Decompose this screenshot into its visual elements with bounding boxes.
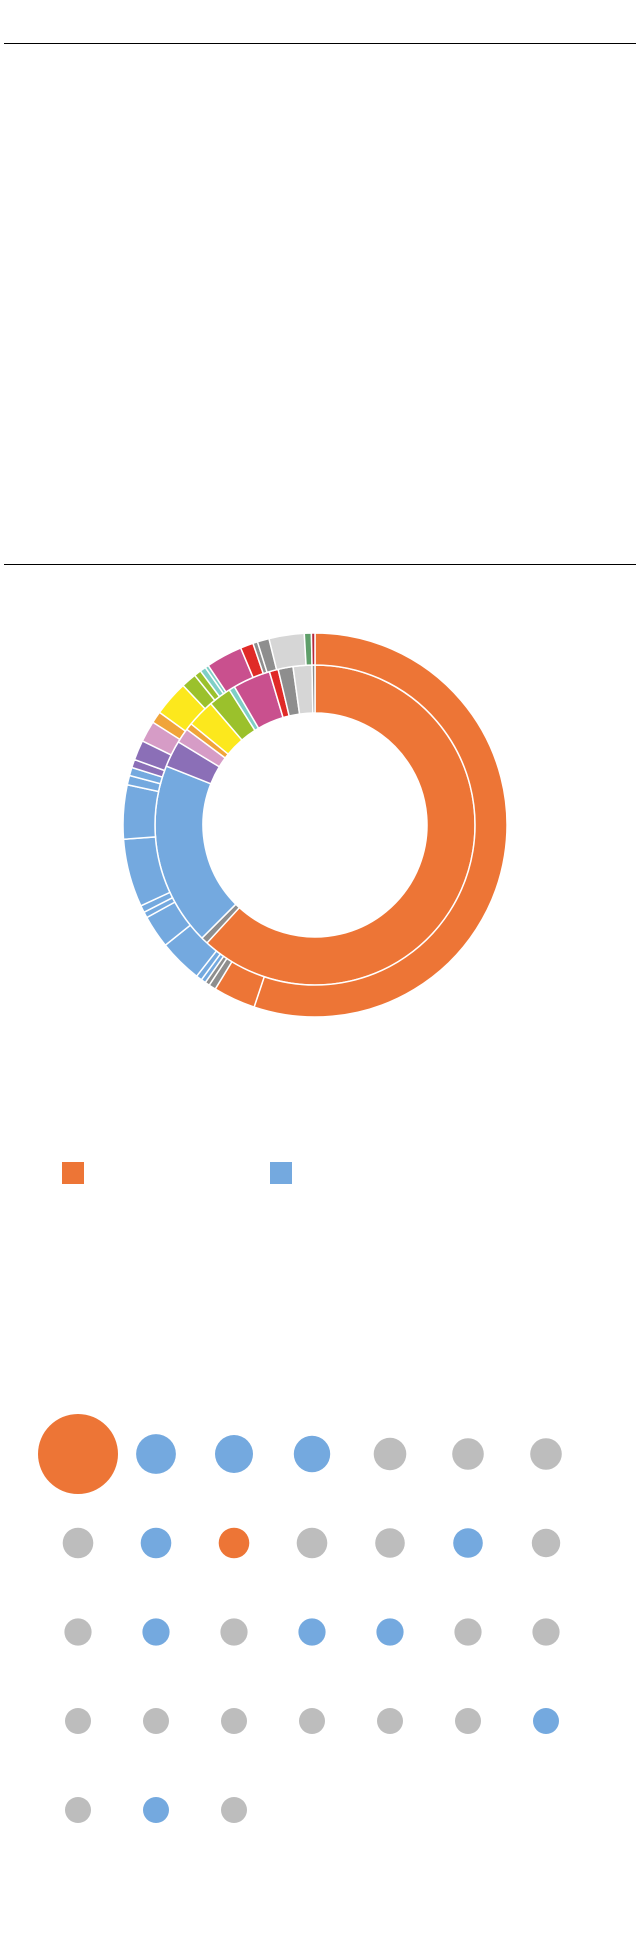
bubble-point <box>221 1708 247 1734</box>
bubble-point <box>530 1438 562 1470</box>
chart-legend <box>0 1162 640 1186</box>
bubble-point <box>453 1528 483 1558</box>
legend-swatch-blue <box>270 1162 292 1184</box>
bubble-grid-chart <box>38 1414 562 1823</box>
bubble-point <box>215 1435 253 1473</box>
bubble-point <box>65 1708 91 1734</box>
outer-ring-segment <box>122 783 160 841</box>
bubble-point <box>533 1708 559 1734</box>
legend-swatch-orange <box>62 1162 84 1184</box>
bubble-point <box>220 1618 248 1646</box>
sunburst-donut-chart <box>122 632 508 1018</box>
middle-divider <box>4 564 636 565</box>
bubble-point <box>298 1618 326 1646</box>
outer-ring-segment <box>310 632 316 666</box>
bubble-point <box>65 1797 91 1823</box>
bubble-point <box>375 1528 405 1558</box>
bubble-point <box>221 1797 247 1823</box>
bubble-point <box>376 1618 404 1646</box>
legend-item-orange <box>62 1162 92 1184</box>
bubble-point <box>142 1618 170 1646</box>
bubble-point <box>293 1435 331 1473</box>
bubble-point <box>454 1618 482 1646</box>
legend-item-blue <box>270 1162 300 1184</box>
empty-chart-area <box>4 45 636 563</box>
bubble-point <box>377 1708 403 1734</box>
bubble-point <box>452 1438 484 1470</box>
bubble-point <box>62 1527 94 1559</box>
bubble-point <box>64 1618 92 1646</box>
bubble-point <box>296 1527 328 1559</box>
bubble-point <box>143 1708 169 1734</box>
bubble-point <box>532 1618 560 1646</box>
bubble-point <box>38 1414 118 1494</box>
outer-ring-segment <box>253 632 508 1018</box>
bubble-point <box>531 1528 561 1558</box>
outer-ring-segment <box>268 632 307 671</box>
bubble-point <box>455 1708 481 1734</box>
bubble-point <box>136 1434 176 1474</box>
bubble-point <box>299 1708 325 1734</box>
bubble-point <box>218 1527 250 1559</box>
bubble-point <box>373 1437 407 1471</box>
bubble-point <box>143 1797 169 1823</box>
inner-ring-segment <box>311 664 316 714</box>
bubble-point <box>140 1527 172 1559</box>
top-divider <box>4 43 636 44</box>
